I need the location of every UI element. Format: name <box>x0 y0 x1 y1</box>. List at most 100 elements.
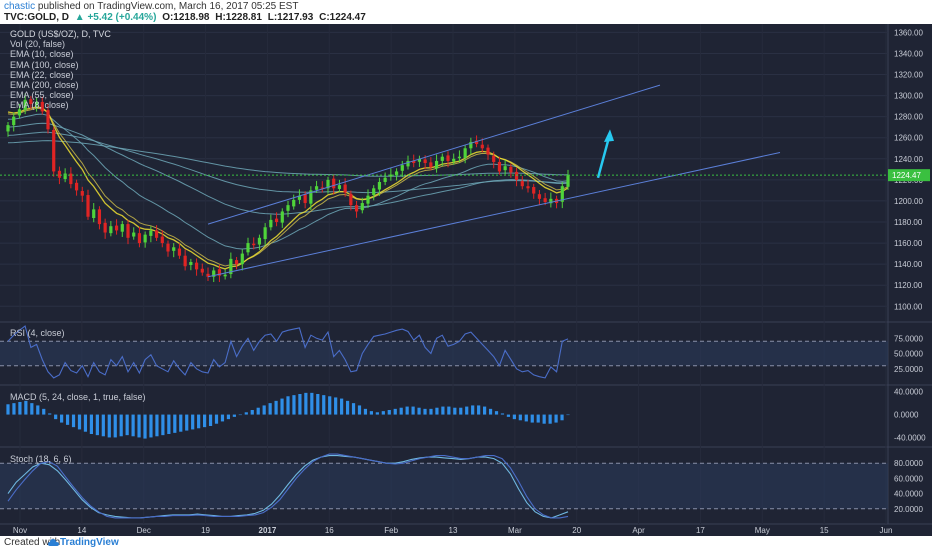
time-tick-label: Mar <box>508 526 522 535</box>
candle-body <box>497 161 502 172</box>
macd-bar <box>357 405 362 415</box>
macd-bar <box>482 406 487 415</box>
candle-body <box>543 198 547 202</box>
price-tick-label: 1120.00 <box>894 281 923 290</box>
candle-body <box>274 218 279 222</box>
macd-bar <box>30 403 34 415</box>
candle-body <box>360 203 364 211</box>
candle-body <box>463 148 467 158</box>
candle-body <box>229 258 233 275</box>
channel-lower-line <box>207 152 781 278</box>
macd-bar <box>24 400 28 415</box>
macd-bar <box>244 412 248 415</box>
price-tick-label: 1300.00 <box>894 92 923 101</box>
legend-item: EMA (8, close) <box>10 100 69 111</box>
macd-bar <box>340 398 344 415</box>
chart-legend: GOLD (US$/OZ), D, TVC Vol (20, false) EM… <box>10 29 111 111</box>
candle-body <box>17 109 22 116</box>
candle-body <box>194 262 199 270</box>
open-value: O:1218.98 <box>162 12 210 23</box>
macd-bar <box>304 392 308 415</box>
rsi-tick-label: 25.0000 <box>894 365 923 374</box>
candle-body <box>132 232 136 237</box>
rsi-line <box>7 325 569 379</box>
macd-bar <box>524 414 528 422</box>
candle-body <box>257 237 262 245</box>
candle-body <box>503 166 507 171</box>
candle-body <box>434 160 439 169</box>
candle-body <box>440 156 444 161</box>
candle-body <box>560 186 564 202</box>
macd-bar <box>48 413 52 415</box>
candle-body <box>114 225 119 231</box>
candle-body <box>103 222 107 233</box>
candle-body <box>126 224 130 238</box>
macd-bar <box>89 414 94 434</box>
candle-body <box>452 158 456 162</box>
macd-bar <box>54 414 58 420</box>
macd-bar <box>345 400 350 415</box>
author-link[interactable]: chastic <box>4 1 36 12</box>
price-tick-label: 1100.00 <box>894 302 923 311</box>
time-tick-label: Jun <box>880 526 893 535</box>
candle-body <box>514 171 519 180</box>
macd-bar <box>322 395 326 415</box>
macd-bar <box>310 392 314 415</box>
macd-bar <box>393 408 397 415</box>
candle-body <box>200 268 204 273</box>
time-tick-label: May <box>755 526 770 535</box>
candle-body <box>252 243 256 246</box>
candle-body <box>532 187 536 194</box>
candle-body <box>52 129 56 172</box>
candle-body <box>269 219 273 228</box>
candle-body <box>74 182 79 191</box>
macd-bar <box>77 414 82 430</box>
macd-bar <box>405 406 409 415</box>
candle-body <box>337 185 342 189</box>
current-price-tag <box>888 169 930 182</box>
candle-body <box>263 227 267 240</box>
candle-body <box>286 205 290 211</box>
macd-bar <box>274 400 278 415</box>
macd-bar <box>95 414 99 436</box>
stoch-label: Stoch (18, 6, 6) <box>10 454 72 464</box>
macd-bar <box>71 414 76 428</box>
macd-bar <box>465 406 469 415</box>
macd-bar <box>12 403 16 415</box>
chart-area[interactable]: 1100.00 1120.00 1140.00 1160.00 1180.00 1200.… <box>0 24 932 536</box>
macd-bar <box>173 414 177 433</box>
macd-bar <box>60 414 64 423</box>
macd-bar <box>149 414 153 438</box>
macd-bar <box>328 396 332 415</box>
candle-body <box>400 165 404 171</box>
candle-body <box>280 211 284 223</box>
price-tick-label: 1320.00 <box>894 71 923 80</box>
candle-body <box>314 186 319 190</box>
rsi-tick-label: 75.0000 <box>894 334 923 343</box>
chart-canvas[interactable]: 1100.00 1120.00 1140.00 1160.00 1180.00 1200.… <box>0 24 932 536</box>
macd-bar <box>399 407 403 415</box>
macd-bar <box>453 407 457 415</box>
macd-bar <box>459 407 463 415</box>
rsi-band <box>0 341 888 366</box>
footer: Created with TradingView <box>0 536 932 550</box>
macd-bar <box>101 414 105 437</box>
trend-arrow-head <box>604 129 614 142</box>
candle-body <box>63 173 67 180</box>
candle-body <box>492 155 496 162</box>
macd-bar <box>548 414 552 424</box>
time-tick-label: 17 <box>696 526 705 535</box>
candle-body <box>412 160 416 164</box>
candle-body <box>526 186 530 189</box>
candle-body <box>406 160 410 167</box>
macd-bar <box>232 414 236 417</box>
macd-bar <box>316 394 320 415</box>
macd-bar <box>411 406 415 415</box>
macd-bar <box>512 414 516 420</box>
candle-body <box>389 174 393 177</box>
change-arrow-icon: ▲ <box>74 12 85 23</box>
tradingview-brand-link[interactable]: TradingView <box>60 537 119 548</box>
macd-bar <box>471 405 475 415</box>
low-value: L:1217.93 <box>267 12 314 23</box>
ema-line <box>7 113 569 250</box>
